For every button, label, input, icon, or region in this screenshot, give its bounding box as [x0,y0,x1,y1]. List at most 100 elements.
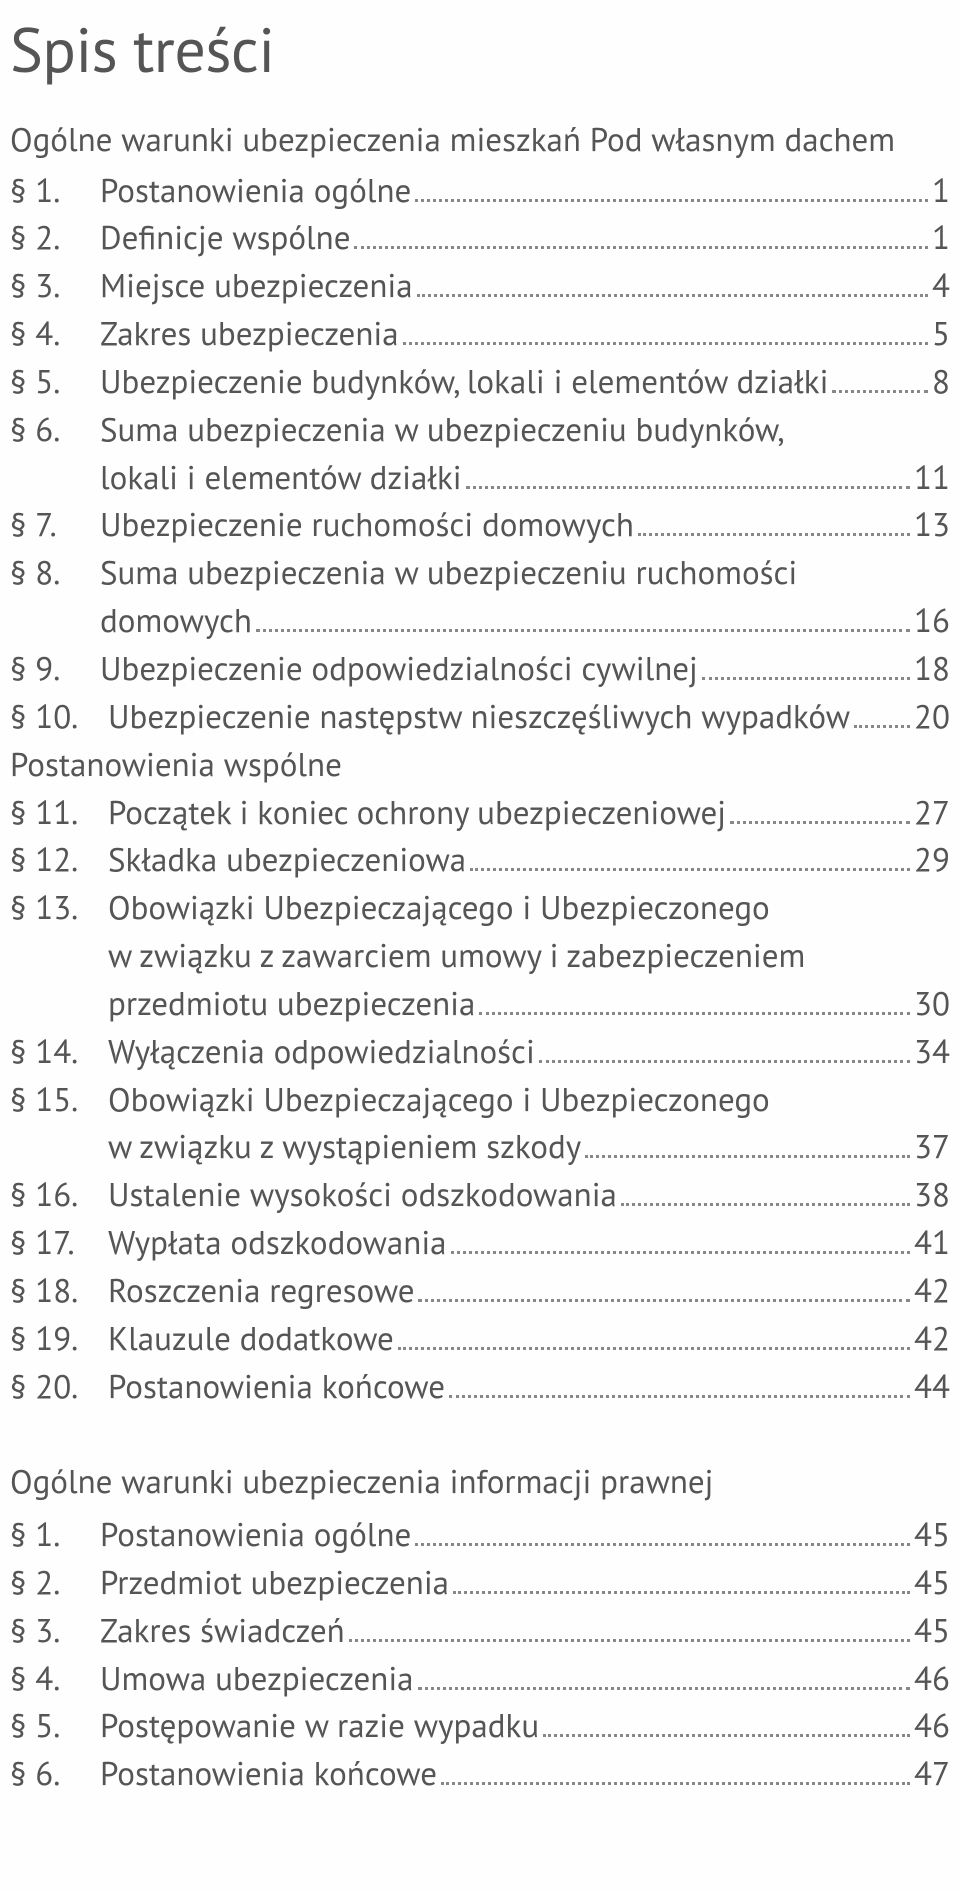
toc-entry: § 12.Składka ubezpieczeniowa 29 [10,836,950,884]
toc-entry-text: w związku z wystąpieniem szkody [108,1123,581,1171]
toc-entry-page: 16 [914,597,950,645]
toc-entry-text: Początek i koniec ochrony ubezpieczeniow… [108,789,726,837]
toc-entry-text: lokali i elementów działki [100,454,462,502]
toc-entry-text: Przedmiot ubezpieczenia [100,1559,449,1607]
toc-leader-dots [585,1154,910,1158]
toc-entry-page: 27 [914,789,950,837]
toc-entry-text: Wypłata odszkodowania [108,1219,447,1267]
toc-entry-number: § 6. [10,1750,100,1798]
toc-entry-page: 37 [914,1123,950,1171]
toc-leader-dots [453,1590,910,1594]
toc-entry: § 5.Postępowanie w razie wypadku 46 [10,1702,950,1750]
toc-entry-number: § 2. [10,1559,100,1607]
toc-leader-dots [418,1686,910,1690]
toc-entry-text: domowych [100,597,252,645]
toc-entry-page: 45 [914,1559,950,1607]
toc-entry-page: 5 [932,310,950,358]
toc-entry-page: 44 [914,1363,950,1411]
toc-entry-page: 46 [914,1655,950,1703]
toc-entry: § 1.Postanowienia ogólne45 [10,1511,950,1559]
toc-entry-text: Obowiązki Ubezpieczającego i Ubezpieczon… [108,884,770,932]
toc-entry: § 19.Klauzule dodatkowe42 [10,1315,950,1363]
toc-entry-page: 47 [914,1750,950,1798]
toc-entry: § 8.Suma ubezpieczenia w ubezpieczeniu r… [10,549,950,645]
toc-entry-page: 1 [932,214,950,262]
toc-entry-number: § 12. [10,836,108,884]
toc-entry-text: Umowa ubezpieczenia [100,1655,414,1703]
toc-leader-dots [354,245,928,249]
toc-leader-dots [403,341,928,345]
toc-entry-text: Postępowanie w razie wypadku [100,1702,539,1750]
toc-entry-text: Ubezpieczenie następstw nieszczęśliwych … [108,693,850,741]
toc-entry-text: Ubezpieczenie budynków, lokali i element… [100,358,828,406]
toc-entry-text: Postanowienia końcowe [108,1363,445,1411]
toc-entry: § 3.Zakres świadczeń45 [10,1607,950,1655]
toc-leader-dots [470,867,910,871]
toc-entry-number: § 1. [10,167,100,215]
toc-entry-number: § 19. [10,1315,108,1363]
toc-list: § 1.Postanowienia ogólne1§ 2.Definicje w… [10,167,950,741]
toc-leader-dots [415,1542,910,1546]
toc-entry-text: Postanowienia ogólne [100,1511,411,1559]
toc-entry-text: Definicje wspólne [100,214,350,262]
toc-entry-page: 4 [932,262,950,310]
toc-leader-dots [417,293,928,297]
toc-entry: § 7.Ubezpieczenie ruchomości domowych13 [10,501,950,549]
toc-entry-text: Suma ubezpieczenia w ubezpieczeniu budyn… [100,406,785,454]
toc-entry-text: Obowiązki Ubezpieczającego i Ubezpieczon… [108,1076,770,1124]
toc-entry-number: § 16. [10,1171,108,1219]
toc-leader-dots [449,1394,910,1398]
toc-entry: § 1.Postanowienia ogólne1 [10,167,950,215]
toc-entry-page: 18 [914,645,950,693]
toc-entry-number: § 20. [10,1363,108,1411]
toc-entry-number: § 10. [10,693,108,741]
toc-entry-page: 41 [914,1219,950,1267]
toc-leader-dots [832,389,928,393]
toc-leader-dots [702,676,910,680]
toc-leader-dots [638,532,910,536]
toc-entry-page: 1 [932,167,950,215]
toc-entry-text: Roszczenia regresowe [108,1267,414,1315]
toc-entry-number: § 3. [10,262,100,310]
toc-list: § 1.Postanowienia ogólne45§ 2.Przedmiot … [10,1511,950,1798]
toc-entry: § 9.Ubezpieczenie odpowiedzialności cywi… [10,645,950,693]
toc-leader-dots [854,724,910,728]
toc-entry-text: Składka ubezpieczeniowa [108,836,466,884]
toc-entry: § 6.Postanowienia końcowe47 [10,1750,950,1798]
toc-entry: § 10.Ubezpieczenie następstw nieszczęśli… [10,693,950,741]
toc-entry-number: § 18. [10,1267,108,1315]
toc-entry-text: Zakres ubezpieczenia [100,310,399,358]
toc-entry: § 18.Roszczenia regresowe42 [10,1267,950,1315]
toc-entry-number: § 13. [10,884,108,932]
toc-entry-number: § 1. [10,1511,100,1559]
toc-entry-number: § 11. [10,789,108,837]
toc-entry: § 11.Początek i koniec ochrony ubezpiecz… [10,789,950,837]
toc-entry-page: 11 [914,454,950,502]
toc-entry-number: § 5. [10,1702,100,1750]
page-title: Spis treści [10,10,950,90]
toc-entry-text: Ustalenie wysokości odszkodowania [108,1171,617,1219]
toc-entry-page: 8 [932,358,950,406]
toc-entry-number: § 3. [10,1607,100,1655]
toc-entry-number: § 2. [10,214,100,262]
toc-leader-dots [539,1059,910,1063]
toc-entry: § 5.Ubezpieczenie budynków, lokali i ele… [10,358,950,406]
toc-entry: § 14.Wyłączenia odpowiedzialności34 [10,1028,950,1076]
toc-leader-dots [451,1250,910,1254]
toc-entry-page: 29 [914,836,950,884]
toc-entry-number: § 6. [10,406,100,454]
toc-entry-text: przedmiotu ubezpieczenia [108,980,475,1028]
toc-entry: § 2.Definicje wspólne 1 [10,214,950,262]
toc-entry: § 17.Wypłata odszkodowania41 [10,1219,950,1267]
table-of-contents: Ogólne warunki ubezpieczenia mieszkań Po… [10,118,950,1798]
toc-entry-text: Klauzule dodatkowe [108,1315,394,1363]
toc-list: § 11.Początek i koniec ochrony ubezpiecz… [10,789,950,1411]
toc-entry: § 3.Miejsce ubezpieczenia4 [10,262,950,310]
toc-entry-page: 38 [914,1171,950,1219]
toc-entry-text: Zakres świadczeń [100,1607,345,1655]
toc-entry: § 20.Postanowienia końcowe 44 [10,1363,950,1411]
toc-entry: § 13.Obowiązki Ubezpieczającego i Ubezpi… [10,884,950,1028]
toc-entry-page: 46 [914,1702,950,1750]
toc-section-header: Ogólne warunki ubezpieczenia mieszkań Po… [10,118,950,163]
toc-entry-page: 20 [914,693,950,741]
